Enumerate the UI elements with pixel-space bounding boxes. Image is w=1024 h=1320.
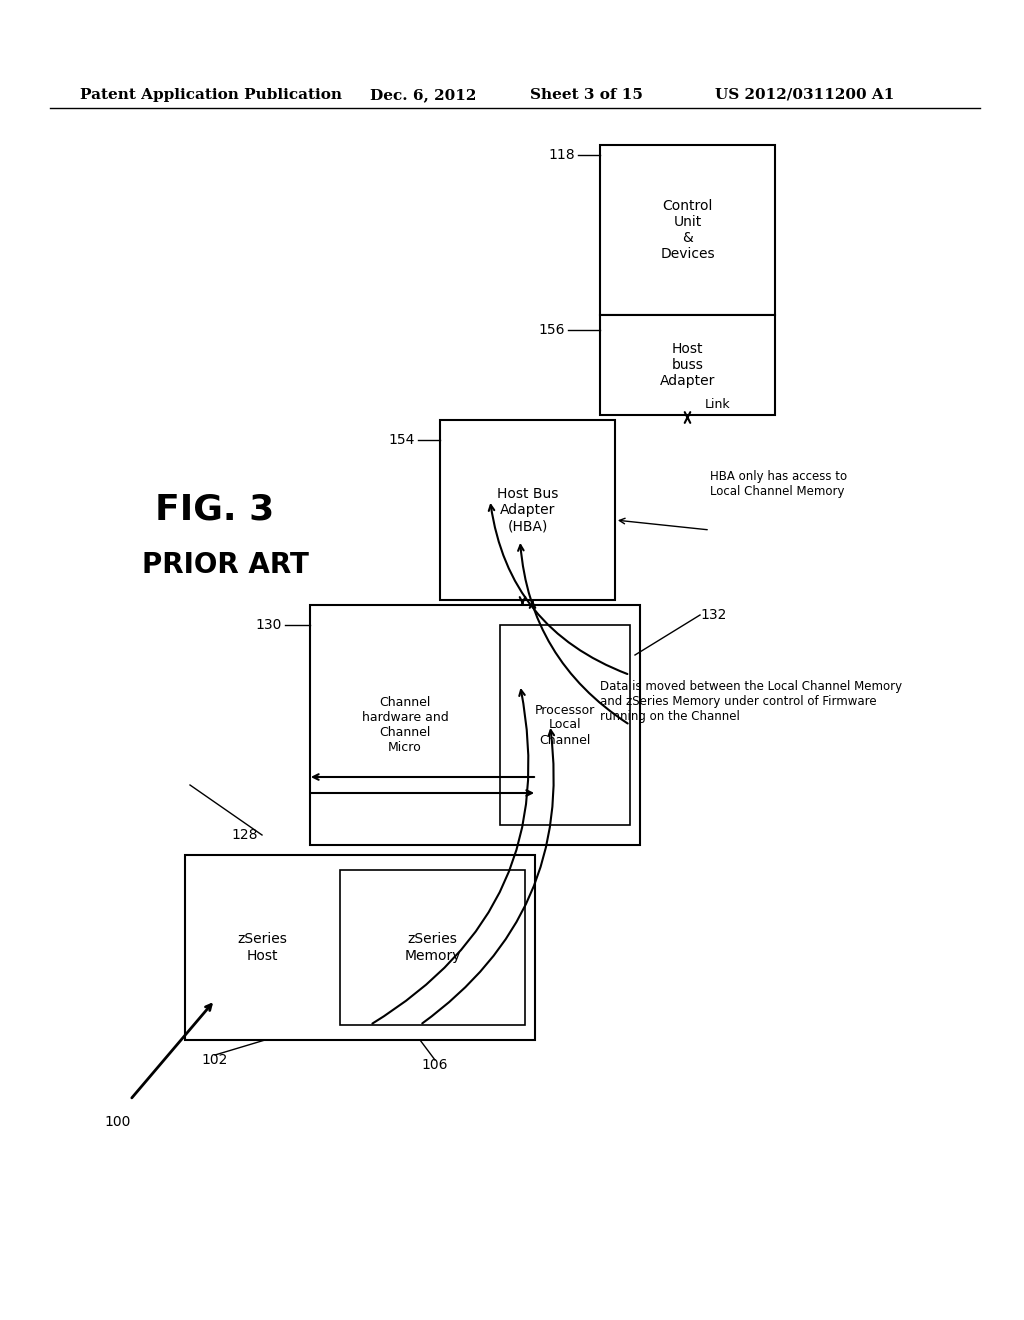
Text: Processor
Local
Channel: Processor Local Channel (535, 704, 595, 747)
Text: Control
Unit
&
Devices: Control Unit & Devices (660, 199, 715, 261)
Bar (500, 624, 630, 825)
Text: 102: 102 (202, 1053, 228, 1067)
Text: 106: 106 (422, 1059, 449, 1072)
Text: 130: 130 (256, 618, 282, 632)
Text: HBA only has access to
Local Channel Memory: HBA only has access to Local Channel Mem… (710, 470, 847, 498)
Text: FIG. 3: FIG. 3 (155, 492, 274, 527)
Text: Dec. 6, 2012: Dec. 6, 2012 (370, 88, 476, 102)
Text: PRIOR ART: PRIOR ART (142, 550, 309, 579)
Text: Host Bus
Adapter
(HBA): Host Bus Adapter (HBA) (497, 487, 558, 533)
Text: Data is moved between the Local Channel Memory
and zSeries Memory under control : Data is moved between the Local Channel … (600, 680, 902, 723)
Text: Patent Application Publication: Patent Application Publication (80, 88, 342, 102)
Bar (440, 420, 615, 601)
Bar (185, 855, 535, 1040)
Text: 132: 132 (700, 609, 726, 622)
Bar (600, 315, 775, 414)
Text: 156: 156 (539, 323, 565, 337)
Text: Host
buss
Adapter: Host buss Adapter (659, 342, 715, 388)
Text: zSeries
Memory: zSeries Memory (404, 932, 461, 962)
Text: zSeries
Host: zSeries Host (238, 932, 288, 962)
Text: 154: 154 (389, 433, 415, 447)
Text: Link: Link (705, 399, 730, 412)
Text: Sheet 3 of 15: Sheet 3 of 15 (530, 88, 643, 102)
Bar (340, 870, 525, 1026)
Text: Channel
hardware and
Channel
Micro: Channel hardware and Channel Micro (361, 696, 449, 754)
Bar (310, 605, 640, 845)
Bar (600, 145, 775, 315)
Text: 118: 118 (549, 148, 575, 162)
Text: 128: 128 (231, 828, 258, 842)
Text: US 2012/0311200 A1: US 2012/0311200 A1 (715, 88, 894, 102)
Text: 100: 100 (104, 1115, 131, 1129)
